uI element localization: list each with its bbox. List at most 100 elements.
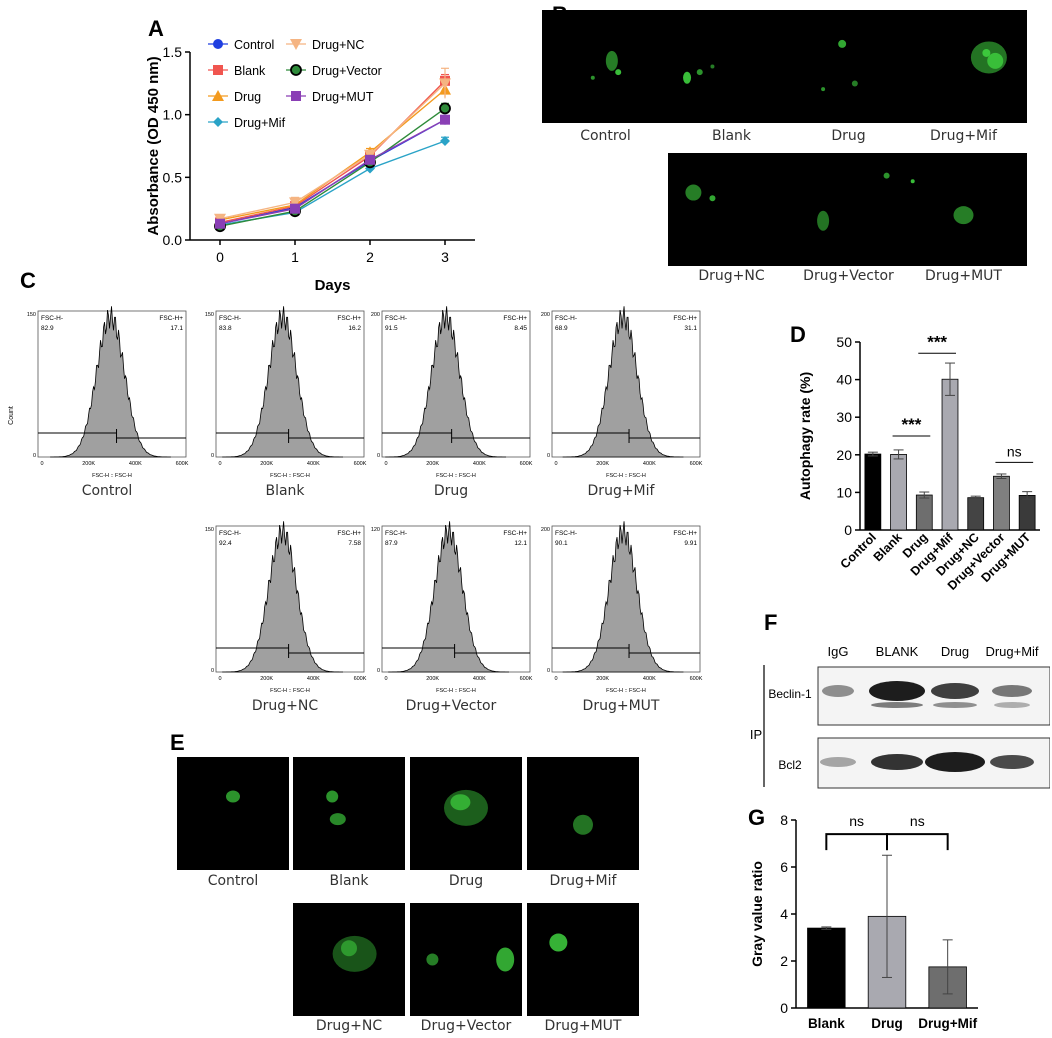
- flow-caption: Drug+Vector: [405, 698, 497, 714]
- chart-d-ytick-label: 50: [836, 334, 852, 350]
- blot-band-beclin-lower: [871, 702, 923, 708]
- micro-e-image: [527, 903, 639, 1016]
- chart-a-legend-marker: [291, 91, 301, 101]
- chart-a-series-line: [219, 140, 446, 226]
- flow-left-gate-label: FSC-H-: [555, 530, 577, 537]
- flow-ymax-label: 150: [205, 527, 214, 533]
- chart-g-sig-bracket: [886, 833, 949, 851]
- chart-g-bar: [807, 927, 846, 1009]
- flow-xtick-label: 0: [554, 461, 557, 467]
- micro-e-caption: Drug+NC: [315, 1018, 383, 1034]
- flow-xtick-label: 600K: [520, 461, 533, 467]
- micro-b-image: [668, 153, 795, 266]
- blot-ip-label: IP: [750, 727, 762, 742]
- flow-xtick-label: 400K: [643, 676, 656, 682]
- chart-a-point: [290, 203, 300, 214]
- chart-g-ytick-label: 6: [780, 859, 788, 875]
- flow-caption: Drug+NC: [251, 698, 319, 714]
- chart-d-bar: [967, 497, 985, 531]
- micro-e-caption: Blank: [329, 873, 369, 889]
- chart-g-sig-label: ns: [849, 813, 864, 829]
- chart-d-sig-label: ns: [1007, 443, 1022, 459]
- chart-a-series-line: [219, 89, 446, 221]
- flow-xtick-label: 200K: [260, 676, 273, 682]
- micro-e-caption: Control: [207, 873, 259, 889]
- flow-xtick-label: 400K: [473, 461, 486, 467]
- fluorescent-signal: [549, 933, 568, 952]
- panel-letter-g: G: [748, 805, 766, 830]
- flow-xtick-label: 0: [218, 461, 221, 467]
- chart-a-legend-marker: [213, 65, 223, 75]
- flow-xtick-label: 600K: [690, 676, 703, 682]
- flow-left-gate-value: 92.4: [219, 540, 232, 547]
- flow-left-gate-value: 83.8: [219, 325, 232, 332]
- micro-e-image: [527, 757, 639, 870]
- flow-histogram-fill: [562, 521, 684, 673]
- chart-a-point: [439, 78, 451, 90]
- flow-xtick-label: 0: [384, 676, 387, 682]
- fluorescent-signal: [329, 813, 346, 826]
- flow-xlabel: FSC-H :: FSC-H: [436, 688, 476, 694]
- chart-a-legend-label: Blank: [234, 64, 266, 78]
- micro-e-caption: Drug+Mif: [549, 873, 617, 889]
- panel-letter-d: D: [790, 322, 806, 347]
- chart-a-legend-marker: [290, 64, 302, 76]
- flow-xtick-label: 0: [384, 461, 387, 467]
- panel-letter-f: F: [764, 610, 778, 635]
- fluorescent-signal: [450, 794, 471, 811]
- chart-g-category-label: Drug+Mif: [918, 1016, 977, 1031]
- blot-band-beclin: [822, 685, 854, 697]
- chart-a-xtick-label: 1: [291, 249, 299, 265]
- blot-band-beclin: [992, 685, 1032, 697]
- blot-lane-label: BLANK: [876, 644, 919, 659]
- flow-right-gate-value: 9.91: [684, 540, 697, 547]
- chart-g-ytick-label: 2: [780, 953, 788, 969]
- fluorescent-signal: [851, 80, 858, 87]
- chart-d-bar: [890, 454, 907, 531]
- micro-e-caption: Drug+MUT: [544, 1018, 622, 1034]
- flow-xtick-label: 400K: [643, 461, 656, 467]
- flow-right-gate-label: FSC-H+: [159, 315, 183, 322]
- flow-histogram-fill: [388, 521, 510, 673]
- fluorescent-signal: [683, 71, 692, 84]
- blot-band-beclin-lower: [994, 702, 1030, 708]
- chart-a-legend-marker: [290, 39, 302, 50]
- flow-xtick-label: 200K: [426, 676, 439, 682]
- fluorescent-signal: [326, 790, 339, 803]
- chart-a-ytick-label: 1.5: [163, 44, 183, 60]
- chart-a-legend-marker: [213, 117, 223, 127]
- chart-g-ytick-label: 8: [780, 812, 788, 828]
- flow-xtick-label: 400K: [307, 676, 320, 682]
- fluorescent-signal: [685, 184, 702, 201]
- flow-xtick-label: 0: [218, 676, 221, 682]
- chart-a-xlabel: Days: [315, 277, 351, 294]
- micro-b-caption: Drug: [831, 128, 866, 144]
- chart-a-point: [215, 218, 225, 229]
- micro-e-image: [293, 903, 405, 1016]
- micro-b-image: [785, 10, 912, 123]
- fluorescent-signal: [605, 50, 618, 71]
- micro-e-caption: Drug+Vector: [420, 1018, 512, 1034]
- chart-g-ytick-label: 4: [780, 906, 788, 922]
- chart-a-point: [439, 102, 451, 115]
- chart-a-point: [365, 154, 375, 165]
- panel-letter-e: E: [170, 730, 185, 755]
- flow-left-gate-value: 90.1: [555, 540, 568, 547]
- fluorescent-signal: [226, 790, 240, 803]
- chart-d-sig-label: ***: [901, 415, 921, 434]
- fluorescent-signal: [341, 940, 357, 957]
- flow-xtick-label: 0: [554, 676, 557, 682]
- chart-a-point: [289, 197, 301, 209]
- fluorescent-signal: [590, 75, 595, 80]
- flow-right-gate-value: 8.45: [514, 325, 527, 332]
- blot-band-beclin: [869, 681, 925, 701]
- flow-xtick-label: 600K: [176, 461, 189, 467]
- flow-left-gate-value: 68.9: [555, 325, 568, 332]
- fluorescent-signal: [953, 206, 974, 225]
- micro-b-caption: Drug+MUT: [925, 268, 1002, 284]
- chart-a-ytick-label: 1.0: [163, 107, 183, 123]
- flow-y-zero: 0: [377, 668, 380, 674]
- flow-histogram-fill: [222, 521, 344, 673]
- flow-left-gate-label: FSC-H-: [219, 530, 241, 537]
- flow-count-label: Count: [7, 406, 15, 425]
